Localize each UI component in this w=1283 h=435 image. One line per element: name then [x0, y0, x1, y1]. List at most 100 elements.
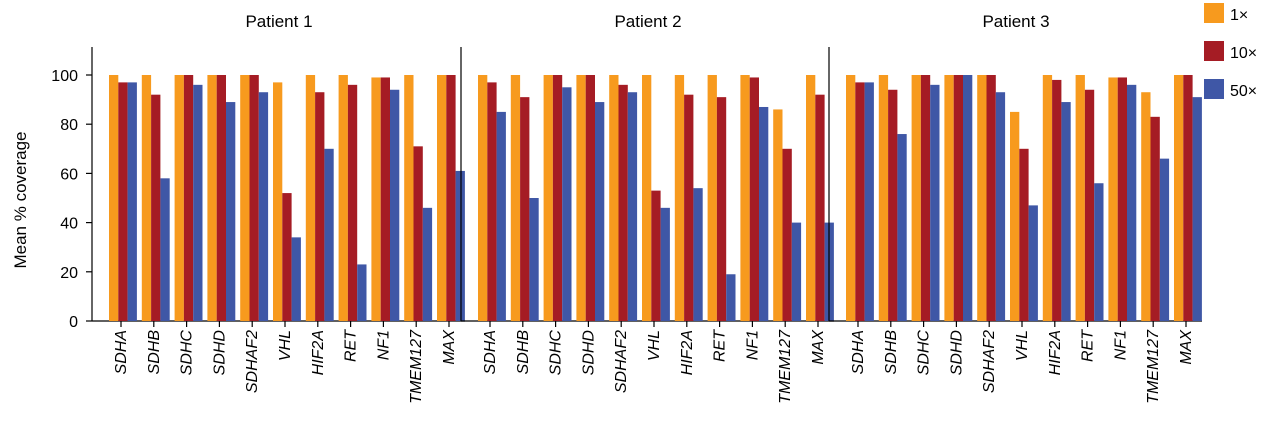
category-label: SDHA	[113, 330, 130, 374]
bar-max-10x	[815, 94, 825, 322]
bar-sdhb-10x	[888, 89, 898, 321]
bar-sdhb-1x	[141, 75, 152, 321]
y-tick-label: 100	[51, 68, 78, 85]
bar-vhl-1x	[642, 75, 652, 321]
category-label: TMEM127	[408, 329, 425, 404]
category-label: SDHD	[211, 330, 228, 376]
bar-sdhd-50x	[963, 75, 973, 321]
category-label: SDHC	[179, 330, 196, 376]
category-label: RET	[343, 329, 360, 362]
category-label: RET	[712, 329, 729, 362]
bar-sdhc-10x	[920, 75, 931, 321]
category-label: SDHA	[850, 330, 867, 374]
category-label: HIF2A	[1047, 330, 1064, 375]
bar-hif2a-50x	[693, 188, 703, 321]
bar-ret-1x	[707, 75, 717, 321]
bar-max-1x	[806, 75, 816, 321]
panel-title: Patient 1	[245, 12, 312, 31]
bar-vhl-10x	[1019, 148, 1029, 321]
bar-sdhaf2-1x	[977, 75, 987, 321]
bar-sdhd-1x	[944, 75, 954, 321]
bar-max-50x	[455, 170, 465, 321]
bar-sdha-10x	[855, 82, 865, 321]
bar-sdhb-1x	[878, 75, 889, 321]
category-label: SDHC	[916, 330, 933, 376]
category-label: SDHD	[580, 330, 597, 376]
bar-tmem127-10x	[413, 146, 423, 321]
bar-sdhd-10x	[953, 75, 963, 321]
category-label: VHL	[646, 330, 663, 361]
category-label: SDHD	[948, 330, 965, 376]
legend-swatch	[1204, 41, 1224, 61]
category-label: SDHAF2	[981, 330, 998, 393]
bar-hif2a-1x	[305, 75, 316, 321]
bar-sdha-50x	[864, 82, 874, 321]
y-tick-label: 60	[60, 166, 78, 183]
category-label: SDHAF2	[613, 330, 630, 393]
bar-hif2a-10x	[1052, 79, 1062, 321]
bar-sdhc-1x	[174, 75, 184, 321]
category-label: RET	[1080, 329, 1097, 362]
bar-tmem127-10x	[782, 148, 792, 321]
y-axis-title: Mean % coverage	[11, 131, 30, 268]
bar-ret-10x	[1084, 89, 1095, 321]
bar-hif2a-1x	[674, 75, 685, 321]
bar-sdhc-10x	[552, 75, 563, 321]
category-label: VHL	[277, 330, 294, 361]
bar-sdhc-50x	[193, 84, 203, 321]
bar-sdhb-50x	[160, 178, 170, 321]
y-axis: 0 20 40 60 80 100	[51, 47, 93, 331]
panel-2: Patient 2 SDHA SDHB SDHC SDHD SDHAF2 VHL HIF2A R…	[460, 12, 834, 404]
category-label: TMEM127	[1145, 329, 1162, 404]
bar-nf1-50x	[390, 89, 400, 321]
bar-tmem127-10x	[1150, 116, 1160, 321]
bar-vhl-50x	[291, 237, 301, 321]
category-label: MAX	[1178, 329, 1195, 365]
bar-sdha-10x	[118, 82, 128, 321]
bar-sdhaf2-50x	[627, 92, 638, 321]
bar-sdhc-1x	[911, 75, 921, 321]
bar-vhl-50x	[1028, 205, 1038, 321]
bar-tmem127-1x	[404, 75, 414, 321]
bar-ret-50x	[1094, 183, 1104, 321]
bar-hif2a-10x	[315, 92, 325, 321]
bar-sdha-50x	[496, 111, 506, 322]
category-label: VHL	[1014, 330, 1031, 361]
panel-1: Patient 1 SDHA SDHB SDHC SDHD SDHAF2 VHL HIF2A R…	[92, 12, 465, 404]
bar-sdhb-50x	[529, 198, 539, 321]
bar-sdhaf2-10x	[618, 84, 628, 321]
bar-sdhb-1x	[510, 75, 521, 321]
bar-max-10x	[446, 75, 456, 321]
y-tick-label: 80	[60, 117, 78, 134]
bar-ret-50x	[357, 264, 367, 321]
bar-sdha-10x	[487, 82, 497, 321]
bar-hif2a-1x	[1042, 75, 1053, 321]
chart-panels: Patient 1 SDHA SDHB SDHC SDHD SDHAF2 VHL HIF2A R…	[92, 12, 1202, 404]
bar-nf1-1x	[371, 77, 381, 322]
bar-ret-10x	[347, 84, 358, 321]
y-tick-label: 0	[69, 314, 78, 331]
bar-sdhb-50x	[897, 134, 907, 321]
category-label: TMEM127	[777, 329, 794, 404]
bar-sdha-50x	[127, 82, 137, 321]
category-label: NF1	[744, 330, 761, 360]
bar-sdhaf2-50x	[258, 92, 269, 321]
legend-swatch	[1204, 3, 1224, 23]
bar-sdhc-50x	[930, 84, 940, 321]
bar-sdha-1x	[109, 75, 119, 321]
bar-vhl-10x	[282, 193, 292, 321]
category-label: HIF2A	[310, 330, 327, 375]
bar-sdhc-10x	[183, 75, 194, 321]
bar-tmem127-50x	[791, 222, 802, 321]
bar-max-50x	[1192, 97, 1202, 321]
bar-max-10x	[1183, 75, 1193, 321]
bar-sdhd-1x	[207, 75, 217, 321]
category-label: NF1	[375, 330, 392, 360]
bar-sdha-1x	[478, 75, 488, 321]
bar-vhl-10x	[651, 190, 661, 321]
legend: 1× 10× 50×	[1204, 3, 1257, 100]
category-label: SDHAF2	[244, 330, 261, 393]
bar-sdhd-10x	[216, 75, 226, 321]
bar-nf1-10x	[380, 77, 390, 322]
bar-sdhd-10x	[585, 75, 595, 321]
